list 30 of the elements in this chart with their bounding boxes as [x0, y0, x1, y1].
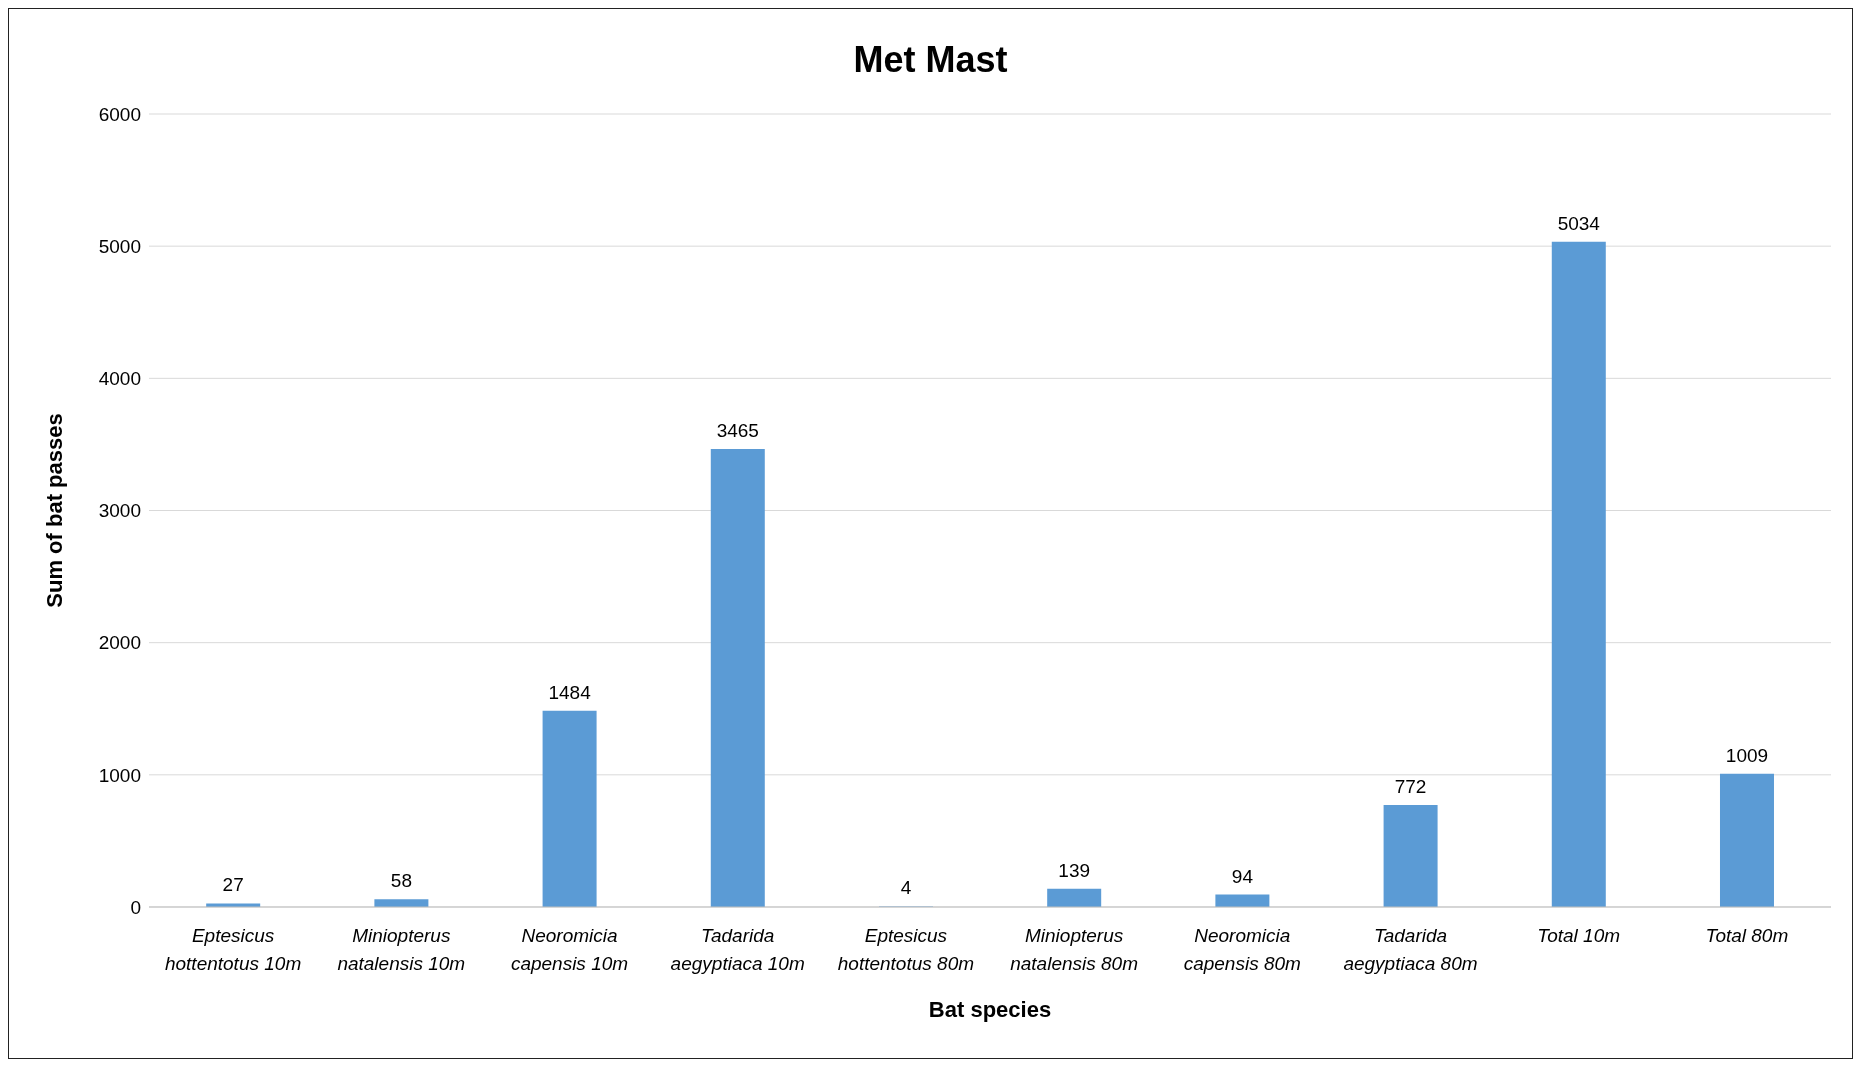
data-label: 58	[390, 870, 412, 892]
chart-title: Met Mast	[852, 39, 1009, 81]
data-label: 772	[1394, 775, 1427, 797]
x-tick-label: Tadarida aegyptiaca 10m	[670, 925, 805, 975]
x-axis-title: Bat species	[928, 997, 1052, 1022]
data-label: 4	[900, 877, 912, 899]
y-tick-label: 3000	[98, 500, 141, 522]
x-tick-label: Miniopterus natalensis 10m	[337, 925, 466, 975]
x-tick-label: Eptesicus hottentotus 80m	[837, 925, 975, 975]
x-tick-label: Neoromicia capensis 80m	[1183, 925, 1301, 975]
y-tick-label: 5000	[98, 235, 141, 257]
x-tick-label: Neoromicia capensis 10m	[510, 925, 629, 975]
x-tick-label: Total 80m	[1705, 925, 1789, 947]
data-label: 94	[1231, 865, 1254, 887]
x-tick-label: Total 10m	[1537, 925, 1621, 947]
data-label: 1484	[548, 681, 592, 703]
y-tick-label: 1000	[98, 764, 141, 786]
x-tick-label: Tadarida aegyptiaca 80m	[1343, 925, 1478, 975]
y-tick-label: 4000	[98, 368, 141, 390]
y-tick-label: 0	[130, 896, 141, 918]
y-tick-label: 6000	[98, 103, 141, 125]
y-axis-title: Sum of bat passes	[41, 413, 67, 608]
y-tick-label: 2000	[98, 632, 141, 654]
data-label: 3465	[716, 420, 759, 442]
x-tick-label: Miniopterus natalensis 80m	[1010, 925, 1138, 975]
data-label: 5034	[1557, 212, 1601, 234]
x-tick-label: Eptesicus hottentotus 10m	[164, 925, 302, 975]
data-label: 1009	[1725, 744, 1769, 766]
data-label: 27	[222, 874, 244, 896]
data-label: 139	[1058, 859, 1091, 881]
